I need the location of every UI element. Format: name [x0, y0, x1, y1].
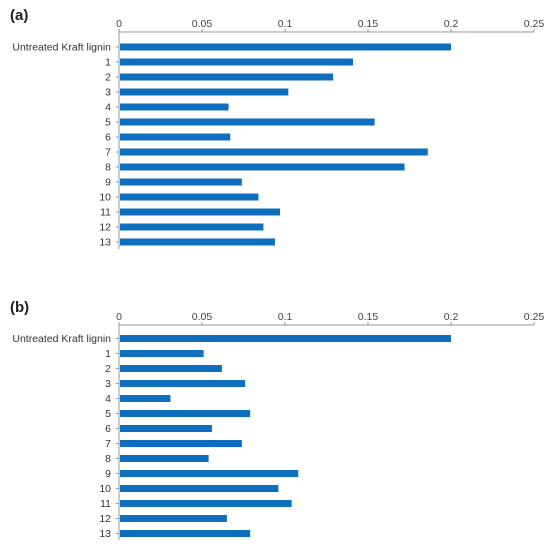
category-label: 9	[105, 468, 111, 480]
bar	[120, 440, 242, 447]
category-label: 4	[105, 393, 111, 405]
bar	[120, 425, 212, 432]
category-label: 3	[105, 378, 111, 390]
bar	[120, 58, 354, 66]
bar	[120, 410, 251, 417]
bar	[120, 178, 242, 186]
x-tick-label: 0.05	[192, 311, 213, 323]
bar	[120, 223, 264, 231]
bar	[120, 193, 259, 201]
x-tick-label: 0.2	[444, 18, 459, 30]
category-label: 11	[100, 498, 111, 510]
panel-label: (b)	[10, 299, 29, 316]
bar	[120, 380, 246, 387]
x-tick-label: 0	[116, 18, 122, 30]
category-label: 13	[99, 237, 111, 249]
category-label: 6	[105, 132, 111, 144]
bar	[120, 43, 451, 51]
category-label: 6	[105, 423, 111, 435]
x-tick-label: 0.15	[358, 18, 379, 30]
category-label: 7	[105, 438, 111, 450]
bar	[120, 163, 405, 171]
category-label: 2	[105, 72, 111, 84]
x-tick-label: 0.1	[278, 18, 293, 30]
bar	[120, 455, 209, 462]
category-label: 10	[99, 483, 111, 495]
bar	[120, 350, 204, 357]
x-tick-label: 0.1	[278, 311, 293, 323]
x-tick-label: 0.15	[358, 311, 379, 323]
x-tick-label: 0.25	[524, 311, 545, 323]
bar	[120, 133, 231, 141]
panel-label: (a)	[10, 7, 28, 24]
x-tick-label: 0	[116, 311, 122, 323]
category-label: 12	[99, 222, 111, 234]
category-label: 10	[99, 192, 111, 204]
bar	[120, 500, 292, 507]
bar	[120, 470, 299, 477]
bar	[120, 88, 289, 96]
category-label: Untreated Kraft lignin	[12, 42, 111, 54]
panel-a: (a) 0 0.05 0.1 0.15 0.2 0.25 Untreated Kraft l…	[10, 7, 544, 249]
bar	[120, 103, 229, 111]
bar	[120, 238, 276, 246]
category-label: Untreated Kraft lignin	[12, 333, 111, 345]
x-tick-label: 0.2	[444, 311, 459, 323]
bar	[120, 73, 334, 81]
category-label: 8	[105, 453, 111, 465]
x-tick-label: 0.05	[192, 18, 213, 30]
category-label: 3	[105, 87, 111, 99]
category-label: 12	[99, 513, 111, 525]
bar	[120, 208, 281, 216]
category-label: 4	[105, 102, 111, 114]
category-label: 7	[105, 147, 111, 159]
category-label: 2	[105, 363, 111, 375]
category-label: 5	[105, 117, 111, 129]
category-label: 11	[100, 207, 111, 219]
bar	[120, 365, 222, 372]
panel-b: (b) 0 0.05 0.1 0.15 0.2 0.25 Untreated Kraft l…	[10, 299, 544, 540]
x-tick-label: 0.25	[524, 18, 545, 30]
bar	[120, 395, 171, 402]
bar	[120, 148, 428, 156]
bar	[120, 485, 279, 492]
bar	[120, 118, 375, 126]
category-label: 9	[105, 177, 111, 189]
category-label: 8	[105, 162, 111, 174]
bar	[120, 530, 251, 537]
category-label: 1	[105, 57, 111, 69]
category-label: 13	[99, 528, 111, 540]
bar	[120, 515, 227, 522]
category-label: 1	[105, 348, 111, 360]
category-label: 5	[105, 408, 111, 420]
bar	[120, 335, 451, 342]
